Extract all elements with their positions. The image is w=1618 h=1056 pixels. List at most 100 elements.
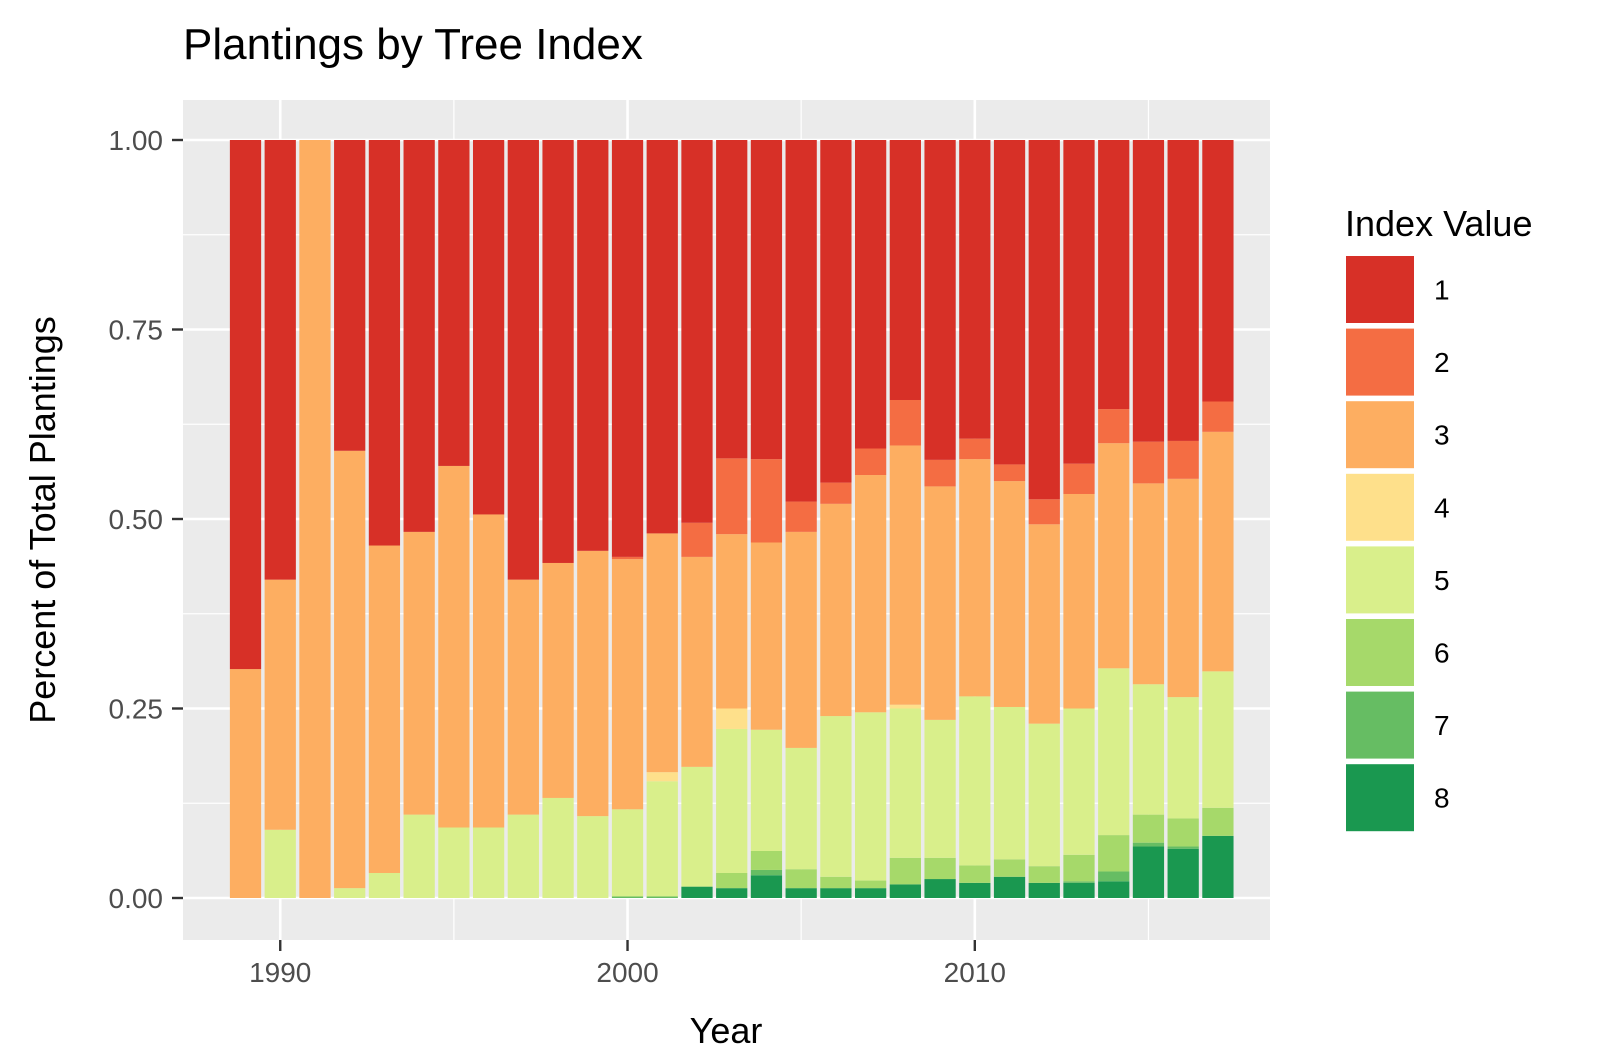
bars xyxy=(229,140,1234,898)
bar-segment xyxy=(1063,854,1095,882)
bar-segment xyxy=(403,140,435,532)
bar-segment xyxy=(750,140,783,460)
bar-segment xyxy=(1132,842,1165,847)
legend-label: 6 xyxy=(1434,638,1450,669)
bar-segment xyxy=(750,851,783,870)
bar-segment xyxy=(611,140,644,557)
bar-segment xyxy=(750,869,783,876)
bar-segment xyxy=(264,140,296,580)
bar-segment xyxy=(820,876,852,889)
bar-segment xyxy=(1132,814,1165,843)
bar-segment xyxy=(542,140,574,563)
bar-segment xyxy=(820,503,852,717)
bar-segment xyxy=(577,550,609,817)
bar-segment xyxy=(1098,835,1130,872)
bar-segment xyxy=(716,140,748,459)
bar-segment xyxy=(820,888,852,898)
legend-label: 1 xyxy=(1434,275,1450,306)
bar-segment xyxy=(924,857,956,880)
bar-segment xyxy=(993,140,1026,465)
bar-segment xyxy=(924,879,956,898)
bar-segment xyxy=(403,531,435,815)
bar-segment xyxy=(959,438,991,460)
bar-segment xyxy=(854,880,887,889)
bar-segment xyxy=(438,827,470,898)
bar-segment xyxy=(820,140,852,483)
bar-segment xyxy=(1167,818,1199,847)
bar-segment xyxy=(472,827,505,898)
bar-segment xyxy=(1028,866,1060,883)
bar-segment xyxy=(854,140,887,449)
legend-label: 8 xyxy=(1434,783,1450,814)
bar-segment xyxy=(681,886,713,898)
bar-segment xyxy=(1098,443,1130,669)
x-axis: 1990 2000 2010 xyxy=(249,940,1006,988)
bar-segment xyxy=(889,445,921,705)
bar-segment xyxy=(1202,671,1234,808)
bar-segment xyxy=(1063,493,1095,709)
bar-segment xyxy=(1098,881,1130,898)
bar-segment xyxy=(1028,524,1060,724)
legend-key xyxy=(1346,691,1414,759)
bar-segment xyxy=(1063,140,1095,464)
bar-segment xyxy=(959,865,991,883)
bar-segment xyxy=(993,876,1026,898)
bar-segment xyxy=(1098,140,1130,410)
bar-segment xyxy=(959,459,991,697)
bar-segment xyxy=(403,814,435,898)
bar-segment xyxy=(507,814,539,898)
bar-segment xyxy=(1167,440,1199,479)
bar-segment xyxy=(1167,697,1199,819)
legend-label: 4 xyxy=(1434,492,1450,523)
bar-segment xyxy=(542,797,574,898)
legend-title: Index Value xyxy=(1345,203,1532,244)
bar-segment xyxy=(959,882,991,898)
bar-segment xyxy=(1132,483,1165,685)
bar-segment xyxy=(1132,140,1165,442)
y-axis: 0.00 0.25 0.50 0.75 1.00 xyxy=(109,125,183,914)
bar-segment xyxy=(993,859,1026,877)
legend-key xyxy=(1346,256,1414,323)
legend-label: 5 xyxy=(1434,565,1450,596)
x-axis-title: Year xyxy=(690,1010,763,1051)
bar-segment xyxy=(611,896,644,898)
bar-segment xyxy=(681,556,713,767)
bar-segment xyxy=(542,562,574,798)
bar-segment xyxy=(959,696,991,866)
bar-segment xyxy=(716,872,748,889)
bar-segment xyxy=(924,140,956,460)
bar-segment xyxy=(299,140,331,898)
bar-segment xyxy=(1098,871,1130,882)
bar-segment xyxy=(577,816,609,898)
legend-label: 3 xyxy=(1434,420,1450,451)
bar-segment xyxy=(368,140,401,546)
bar-segment xyxy=(993,464,1026,482)
bar-segment xyxy=(750,875,783,898)
bar-segment xyxy=(889,857,921,885)
bar-segment xyxy=(334,450,366,889)
bar-segment xyxy=(1167,140,1199,441)
bar-segment xyxy=(750,729,783,852)
bar-segment xyxy=(507,579,539,815)
bar-segment xyxy=(1202,140,1234,402)
bar-segment xyxy=(1202,835,1234,898)
bar-segment xyxy=(646,140,678,534)
bar-segment xyxy=(472,514,505,828)
bar-segment xyxy=(681,140,713,523)
bar-segment xyxy=(716,534,748,709)
bar-segment xyxy=(1098,409,1130,444)
bar-segment xyxy=(993,481,1026,707)
bar-segment xyxy=(924,719,956,858)
bar-segment xyxy=(924,486,956,720)
bar-segment xyxy=(229,140,262,670)
bar-segment xyxy=(716,728,748,873)
bar-segment xyxy=(646,896,678,898)
bar-segment xyxy=(820,482,852,504)
bar-segment xyxy=(716,888,748,898)
bar-segment xyxy=(646,772,678,782)
bar-segment xyxy=(1167,478,1199,698)
bar-segment xyxy=(785,869,817,889)
bar-segment xyxy=(1202,807,1234,836)
bar-segment xyxy=(646,781,678,897)
